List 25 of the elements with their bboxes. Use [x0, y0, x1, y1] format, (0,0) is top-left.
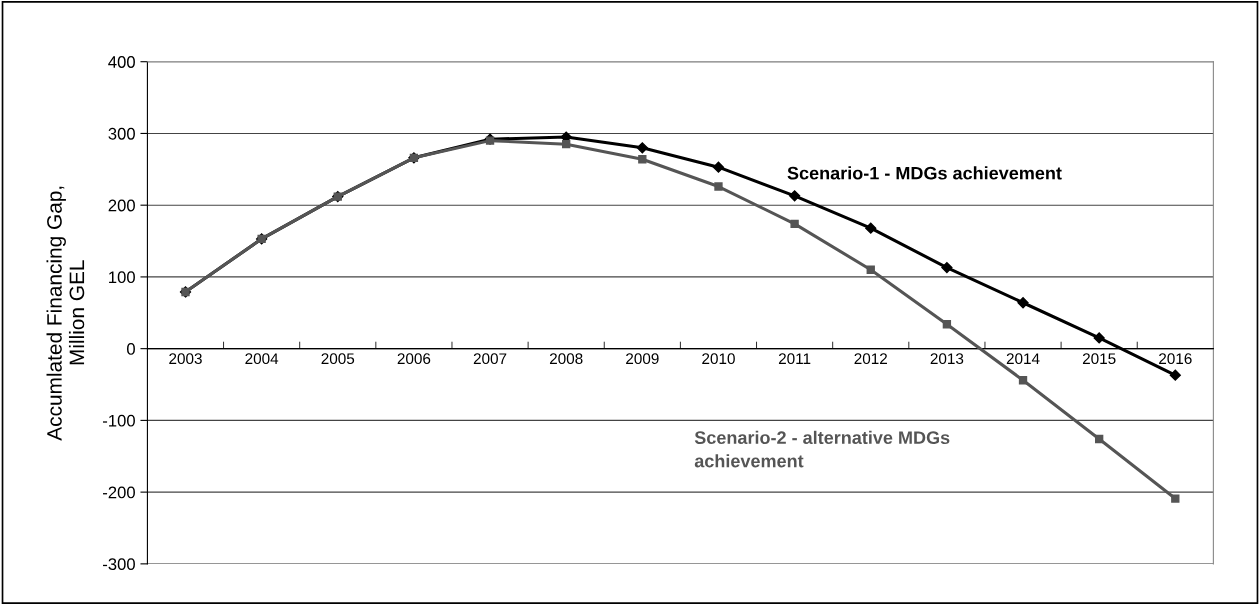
x-tick-label: 2008 [549, 353, 583, 365]
y-tick-label: 300 [108, 127, 135, 140]
y-tick-label: 0 [127, 343, 135, 355]
series-label: Scenario-1 - MDGs achievement [787, 166, 1062, 180]
text: Scenario-2 - alternative MDGs achievement [694, 430, 950, 468]
y-tick-label: -100 [103, 414, 135, 427]
x-tick-label: 2013 [930, 353, 964, 365]
x-tick-label: 2006 [397, 353, 431, 365]
x-tick-label: 2007 [473, 353, 507, 365]
x-tick-label: 2011 [778, 353, 811, 365]
x-tick-label: 2014 [1006, 353, 1040, 365]
x-tick-label: 2012 [854, 353, 887, 365]
y-tick-label: 400 [108, 56, 135, 68]
x-tick-label: 2009 [626, 353, 659, 365]
y-tick-label: 100 [109, 271, 135, 284]
x-tick-label: 2016 [1159, 353, 1192, 365]
x-tick-label: 2015 [1082, 353, 1116, 365]
y-tick-label: 200 [108, 199, 135, 212]
x-tick-label: 2005 [321, 353, 355, 365]
x-tick-label: 2010 [702, 353, 735, 365]
y-tick-label: -300 [103, 558, 135, 571]
y-tick-label: -200 [103, 486, 135, 499]
x-tick-label: 2003 [169, 353, 202, 365]
y-axis-title: Accumlated Financing Gap, Million GEL [46, 186, 85, 441]
x-tick-label: 2004 [245, 353, 279, 365]
